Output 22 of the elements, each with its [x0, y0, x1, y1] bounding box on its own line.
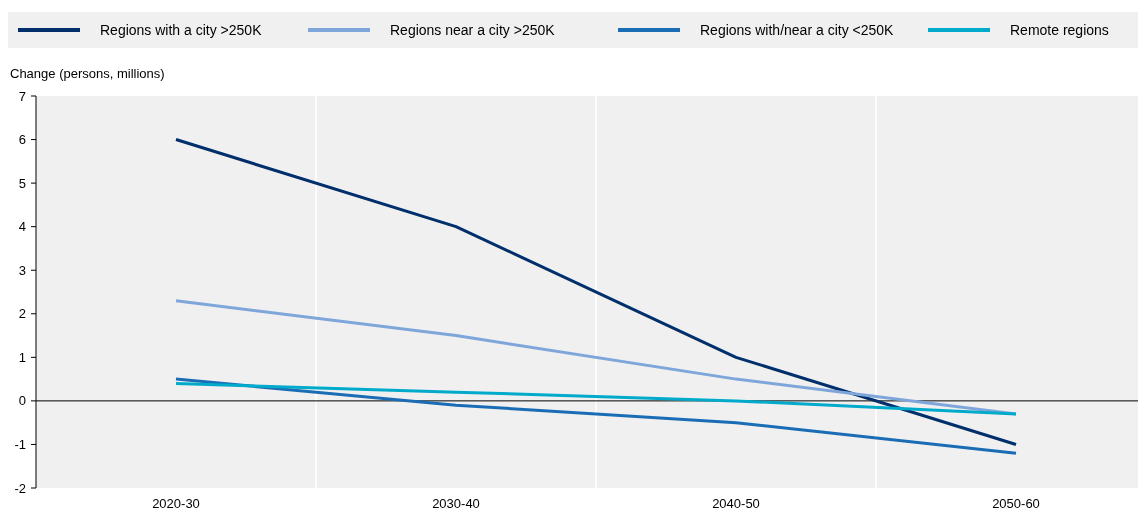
y-tick-label: 0	[18, 393, 26, 409]
x-tick-label: 2030-40	[432, 496, 480, 511]
legend-label: Regions with a city >250K	[100, 21, 263, 38]
y-tick-label: 1	[18, 349, 26, 365]
legend-label: Regions near a city >250K	[390, 21, 556, 38]
x-tick-label: 2040-50	[712, 496, 760, 511]
y-tick-label: 5	[18, 175, 26, 191]
legend-label: Remote regions	[1010, 21, 1109, 38]
legend-label: Regions with/near a city <250K	[700, 21, 895, 38]
line-series	[174, 138, 1018, 446]
y-tick-label: 4	[18, 219, 26, 235]
y-tick-label: 3	[18, 262, 26, 278]
y-tick-label: -1	[14, 436, 26, 452]
y-tick-label: -2	[14, 480, 26, 496]
y-tick-label: 7	[18, 88, 26, 104]
x-tick-label: 2050-60	[992, 496, 1040, 511]
y-tick-label: 2	[18, 306, 26, 322]
line-series	[174, 377, 1018, 455]
y-axis-title: Change (persons, millions)	[10, 66, 165, 81]
y-tick-label: 6	[18, 132, 26, 148]
line-series	[174, 381, 1018, 416]
x-tick-label: 2020-30	[152, 496, 200, 511]
